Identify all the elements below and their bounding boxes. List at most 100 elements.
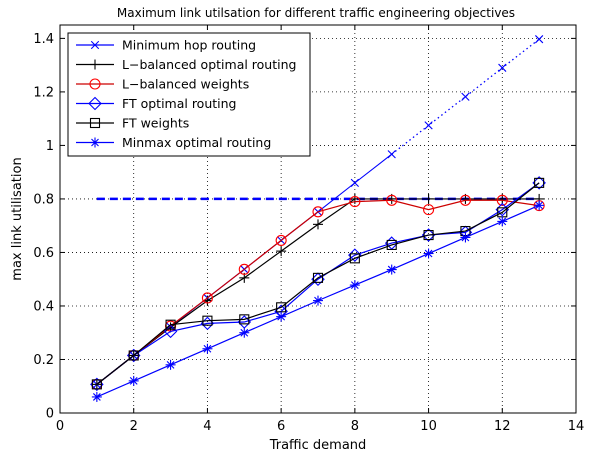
marker-shape: [239, 314, 250, 325]
marker-stroke: [387, 265, 396, 274]
marker-shape: [201, 292, 213, 304]
marker-shape: [165, 319, 176, 330]
y-tick-label: 1.2: [33, 85, 54, 100]
x-tick-label: 2: [130, 419, 138, 434]
marker-shape: [348, 248, 362, 262]
marker-shape: [386, 194, 398, 206]
marker-shape: [89, 117, 101, 129]
marker-stroke: [461, 233, 470, 242]
marker-stroke: [91, 138, 99, 147]
x-tick-label: 0: [56, 419, 64, 434]
legend-label: FT weights: [122, 116, 189, 131]
data-point: [349, 196, 361, 208]
data-point: [534, 177, 545, 188]
marker-stroke: [387, 150, 396, 159]
data-point: [202, 315, 213, 326]
data-point: [275, 234, 287, 246]
marker-shape: [202, 315, 213, 326]
plot-frame: [59, 24, 577, 414]
data-point: [535, 35, 544, 44]
marker-shape: [238, 263, 250, 275]
marker-stroke: [424, 121, 433, 130]
data-point: [349, 280, 360, 291]
data-point: [386, 194, 398, 206]
marker-stroke: [90, 40, 100, 50]
chart-title: Maximum link utilsation for different tr…: [117, 6, 515, 20]
legend-label: FT optimal routing: [122, 96, 236, 111]
marker-shape: [88, 96, 102, 111]
data-point: [312, 272, 324, 283]
series-line: [96, 182, 540, 385]
marker-shape: [312, 272, 324, 283]
series-line: [96, 182, 540, 385]
marker-shape: [128, 350, 139, 361]
marker-stroke: [314, 296, 322, 305]
marker-stroke: [535, 201, 544, 210]
legend-item: Minmax optimal routing: [76, 135, 271, 150]
data-point: [89, 117, 101, 129]
data-point: [349, 193, 360, 204]
y-tick-label: 1.4: [33, 32, 54, 47]
legend-label: L−balanced optimal routing: [122, 57, 296, 72]
x-tick-label: 4: [203, 419, 211, 434]
data-point: [91, 391, 102, 402]
legend: Minimum hop routing L−balanced optimal ro…: [67, 32, 311, 157]
series-layer: [90, 35, 546, 402]
data-point: [461, 92, 470, 101]
legend-item: FT optimal routing: [76, 96, 236, 111]
data-point: [276, 246, 287, 257]
data-point: [239, 327, 250, 338]
data-point: [497, 216, 508, 227]
marker-stroke: [498, 217, 507, 226]
x-axis-title: Traffic demand: [269, 438, 367, 453]
data-point: [496, 194, 508, 206]
data-point: [90, 137, 100, 148]
legend-item: Minimum hop routing: [76, 38, 256, 53]
marker-stroke: [461, 92, 470, 101]
data-point: [313, 295, 323, 306]
marker-stroke: [203, 344, 212, 353]
legend-label: Minimum hop routing: [122, 38, 256, 53]
marker-stroke: [277, 312, 286, 321]
legend-item: L−balanced optimal routing: [76, 57, 296, 72]
marker-stroke: [350, 281, 359, 289]
data-point: [424, 121, 433, 130]
data-point: [348, 248, 362, 262]
data-point: [165, 319, 176, 330]
data-point: [165, 359, 176, 370]
legend-box: [67, 32, 311, 157]
data-point: [201, 292, 213, 304]
data-point: [423, 193, 434, 204]
legend-item: L−balanced weights: [76, 77, 249, 92]
marker-shape: [423, 204, 435, 216]
data-point: [91, 379, 102, 390]
y-tick-label: 0.6: [33, 246, 54, 261]
marker-shape: [275, 234, 287, 246]
data-point: [423, 248, 434, 259]
x-tick-label: 6: [277, 419, 285, 434]
y-tick-label: 0.4: [33, 299, 54, 314]
data-point: [423, 230, 434, 241]
data-point: [128, 350, 139, 361]
x-tick-label: 12: [494, 419, 511, 434]
data-point: [313, 219, 323, 230]
data-point: [460, 232, 471, 243]
x-tick-label: 8: [351, 419, 359, 434]
marker-stroke: [166, 360, 175, 369]
marker-stroke: [498, 63, 507, 72]
data-point: [88, 96, 102, 111]
y-tick-label: 0: [46, 407, 54, 422]
data-point: [350, 178, 359, 188]
marker-stroke: [92, 393, 101, 401]
marker-shape: [312, 206, 324, 218]
data-point: [89, 78, 101, 90]
data-point: [387, 150, 396, 159]
data-point: [239, 314, 250, 325]
data-point: [276, 311, 287, 322]
data-point: [498, 63, 507, 72]
series-1: [91, 193, 545, 390]
y-axis-title: max link utilisation: [10, 157, 25, 280]
y-tick-label: 0.8: [33, 192, 54, 207]
marker-shape: [349, 253, 360, 264]
